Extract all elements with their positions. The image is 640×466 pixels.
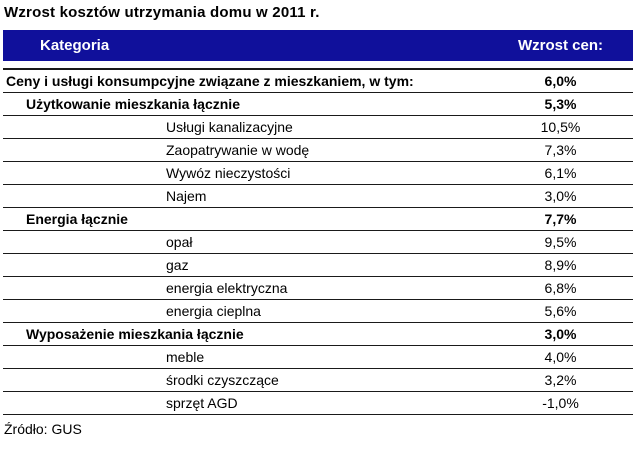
growth-value-cell: 6,1% (488, 161, 633, 185)
growth-value-cell: 5,6% (488, 299, 633, 323)
table-row: Wyposażenie mieszkania łącznie 3,0% (3, 322, 633, 346)
table-row: Najem 3,0% (3, 184, 633, 208)
table-row: energia elektryczna 6,8% (3, 276, 633, 300)
growth-value-cell: -1,0% (488, 391, 633, 415)
category-cell: Najem (3, 184, 488, 208)
table-row: opał 9,5% (3, 230, 633, 254)
column-header-growth: Wzrost cen: (517, 37, 603, 54)
category-cell: gaz (3, 253, 488, 277)
category-cell: sprzęt AGD (3, 391, 488, 415)
category-cell: energia cieplna (3, 299, 488, 323)
growth-value-cell: 9,5% (488, 230, 633, 254)
table-row: gaz 8,9% (3, 253, 633, 277)
growth-value-cell: 3,0% (488, 322, 633, 346)
growth-value-cell: 8,9% (488, 253, 633, 277)
cost-table: Kategoria Wzrost cen: Ceny i usługi kons… (3, 30, 633, 415)
growth-value-cell: 3,0% (488, 184, 633, 208)
growth-value-cell: 10,5% (488, 115, 633, 139)
table-header-row: Kategoria Wzrost cen: (3, 30, 633, 61)
growth-value-cell: 6,0% (488, 69, 633, 93)
table-body: Ceny i usługi konsumpcyjne związane z mi… (3, 69, 633, 415)
category-cell: opał (3, 230, 488, 254)
source-note: Źródło: GUS (4, 420, 82, 437)
growth-value-cell: 7,3% (488, 138, 633, 162)
category-cell: meble (3, 345, 488, 369)
table-body-grid: Ceny i usługi konsumpcyjne związane z mi… (3, 68, 633, 415)
report-page: Wzrost kosztów utrzymania domu w 2011 r.… (3, 4, 633, 437)
growth-value-cell: 7,7% (488, 207, 633, 231)
table-row: sprzęt AGD -1,0% (3, 391, 633, 415)
category-cell: Wywóz nieczystości (3, 161, 488, 185)
page-title: Wzrost kosztów utrzymania domu w 2011 r. (4, 4, 320, 21)
growth-value-cell: 4,0% (488, 345, 633, 369)
growth-value-cell: 5,3% (488, 92, 633, 116)
growth-value-cell: 6,8% (488, 276, 633, 300)
table-row: energia cieplna 5,6% (3, 299, 633, 323)
table-row: Użytkowanie mieszkania łącznie 5,3% (3, 92, 633, 116)
table-row: Energia łącznie 7,7% (3, 207, 633, 231)
table-row: Ceny i usługi konsumpcyjne związane z mi… (3, 69, 633, 93)
category-cell: Energia łącznie (3, 207, 488, 231)
category-cell: Wyposażenie mieszkania łącznie (3, 322, 488, 346)
table-row: Wywóz nieczystości 6,1% (3, 161, 633, 185)
table-row: Zaopatrywanie w wodę 7,3% (3, 138, 633, 162)
category-cell: energia elektryczna (3, 276, 488, 300)
category-cell: Zaopatrywanie w wodę (3, 138, 488, 162)
table-row: Usługi kanalizacyjne 10,5% (3, 115, 633, 139)
category-cell: Ceny i usługi konsumpcyjne związane z mi… (3, 69, 488, 93)
table-row: meble 4,0% (3, 345, 633, 369)
column-header-category: Kategoria (40, 37, 110, 54)
table-row: środki czyszczące 3,2% (3, 368, 633, 392)
category-cell: Użytkowanie mieszkania łącznie (3, 92, 488, 116)
growth-value-cell: 3,2% (488, 368, 633, 392)
category-cell: Usługi kanalizacyjne (3, 115, 488, 139)
category-cell: środki czyszczące (3, 368, 488, 392)
